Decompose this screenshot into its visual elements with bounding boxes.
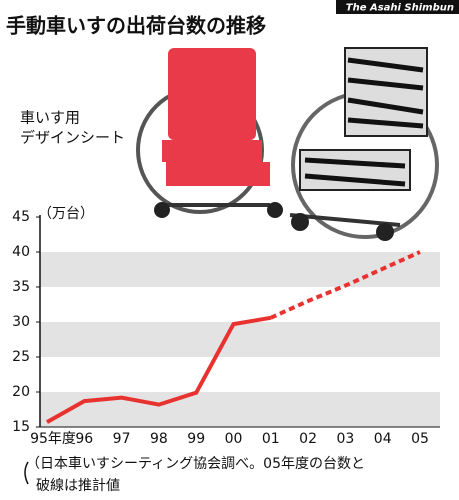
photo (136, 47, 439, 241)
photo-caption: 車いす用 (20, 109, 80, 127)
grid-band (40, 252, 440, 287)
x-tick-label: 03 (336, 431, 354, 447)
x-tick-label: 99 (187, 431, 205, 447)
x-tick-label: 96 (75, 431, 93, 447)
y-tick-label: 20 (12, 384, 30, 400)
x-tick-label: 95年度 (30, 431, 76, 447)
x-tick-label: 97 (113, 431, 131, 447)
x-tick-label: 01 (262, 431, 280, 447)
y-tick-label: 25 (12, 349, 30, 365)
credit: The Asahi Shimbun (346, 3, 454, 14)
note: （日本車いすシーティング協会調べ。05年度の台数と (26, 455, 365, 472)
y-tick-label: 15 (12, 419, 30, 435)
data-line (269, 250, 421, 320)
note-bracket (24, 461, 29, 485)
x-tick-label: 98 (150, 431, 168, 447)
note: 破線は推計値 (36, 478, 120, 494)
x-tick-label: 05 (411, 431, 429, 447)
grid-band (40, 322, 440, 357)
y-unit: （万台） (38, 206, 94, 222)
photo-caption: デザインシート (20, 129, 125, 147)
data-line (46, 315, 272, 424)
y-tick-label: 30 (12, 314, 30, 330)
y-tick-label: 40 (12, 244, 30, 260)
x-tick-label: 00 (225, 431, 243, 447)
chart-title: 手動車いすの出荷台数の推移 (6, 14, 266, 38)
x-tick-label: 02 (299, 431, 317, 447)
y-tick-label: 35 (12, 279, 30, 295)
grid-band (40, 392, 440, 427)
x-tick-label: 04 (374, 431, 392, 447)
credit-bar (336, 0, 459, 14)
y-tick-label: 45 (12, 209, 30, 225)
